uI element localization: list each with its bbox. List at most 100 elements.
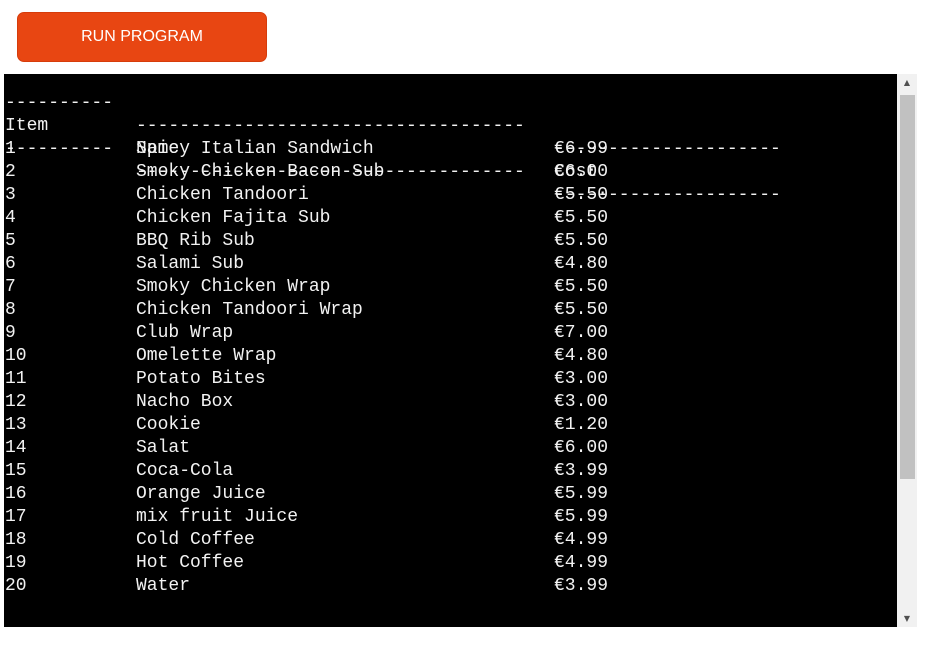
terminal-output: ---------- -----------------------------… bbox=[4, 74, 897, 627]
row-name: Chicken Tandoori bbox=[136, 185, 309, 205]
row-name: Cookie bbox=[136, 415, 201, 435]
scroll-down-arrow-icon[interactable]: ▼ bbox=[903, 614, 911, 623]
row-name: Hot Coffee bbox=[136, 553, 245, 573]
row-cost: €5.99 bbox=[554, 507, 609, 527]
row-item: 9 bbox=[5, 323, 16, 343]
row-name: Spicy Italian Sandwich bbox=[136, 139, 374, 159]
table-row: 4 Chicken Fajita Sub €5.50 bbox=[4, 207, 897, 230]
table-row: 7 Smoky Chicken Wrap €5.50 bbox=[4, 276, 897, 299]
separator-row: ---------- -----------------------------… bbox=[4, 74, 897, 159]
row-cost: €6.00 bbox=[554, 438, 609, 458]
row-cost: €4.99 bbox=[554, 530, 609, 550]
table-row: 2 Smoky Chicken Bacon Sub €6.00 bbox=[4, 161, 897, 184]
row-name: Omelette Wrap bbox=[136, 346, 277, 366]
row-item: 13 bbox=[5, 415, 27, 435]
row-name: Chicken Tandoori Wrap bbox=[136, 300, 363, 320]
row-item: 5 bbox=[5, 231, 16, 251]
row-item: 10 bbox=[5, 346, 27, 366]
row-name: Salat bbox=[136, 438, 191, 458]
header-cost: Cost bbox=[554, 162, 598, 182]
row-name: Smoky Chicken Bacon Sub bbox=[136, 162, 385, 182]
table-row: 16 Orange Juice €5.99 bbox=[4, 483, 897, 506]
row-cost: €3.99 bbox=[554, 461, 609, 481]
row-cost: €7.00 bbox=[554, 323, 609, 343]
row-item: 18 bbox=[5, 530, 27, 550]
table-row: 6 Salami Sub €4.80 bbox=[4, 253, 897, 276]
row-item: 4 bbox=[5, 208, 16, 228]
row-cost: €5.50 bbox=[554, 300, 609, 320]
table-row: 5 BBQ Rib Sub €5.50 bbox=[4, 230, 897, 253]
row-cost: €3.00 bbox=[554, 369, 609, 389]
row-name: Club Wrap bbox=[136, 323, 234, 343]
header-row: Item Name Cost bbox=[4, 92, 897, 182]
row-name: Cold Coffee bbox=[136, 530, 255, 550]
table-row: 11 Potato Bites €3.00 bbox=[4, 368, 897, 391]
row-item: 8 bbox=[5, 300, 16, 320]
header-item: Item bbox=[5, 116, 49, 136]
table-row: 12 Nacho Box €3.00 bbox=[4, 391, 897, 414]
row-cost: €5.50 bbox=[554, 208, 609, 228]
separator-row: ---------- -----------------------------… bbox=[4, 115, 897, 205]
scrollbar[interactable]: ▲ ▼ bbox=[897, 74, 917, 627]
row-cost: €6.00 bbox=[554, 162, 609, 182]
table-row: 14 Salat €6.00 bbox=[4, 437, 897, 460]
row-name: Water bbox=[136, 576, 191, 596]
table-row: 3 Chicken Tandoori €5.50 bbox=[4, 184, 897, 207]
header-name: Name bbox=[136, 139, 180, 159]
row-cost: €5.50 bbox=[554, 277, 609, 297]
separator-row: ---------- -----------------------------… bbox=[4, 598, 897, 627]
table-row: 15 Coca-Cola €3.99 bbox=[4, 460, 897, 483]
run-program-button[interactable]: RUN PROGRAM bbox=[17, 12, 267, 62]
row-item: 1 bbox=[5, 139, 16, 159]
row-item: 3 bbox=[5, 185, 16, 205]
table-row: 8 Chicken Tandoori Wrap €5.50 bbox=[4, 299, 897, 322]
table-row: 13 Cookie €1.20 bbox=[4, 414, 897, 437]
row-name: Coca-Cola bbox=[136, 461, 234, 481]
row-item: 11 bbox=[5, 369, 27, 389]
row-cost: €1.20 bbox=[554, 415, 609, 435]
separator-item: ---------- bbox=[5, 93, 114, 113]
row-item: 12 bbox=[5, 392, 27, 412]
table-row: 1 Spicy Italian Sandwich €6.99 bbox=[4, 138, 897, 161]
row-name: Smoky Chicken Wrap bbox=[136, 277, 331, 297]
row-item: 20 bbox=[5, 576, 27, 596]
row-cost: €5.50 bbox=[554, 185, 609, 205]
menu-rows: 1 Spicy Italian Sandwich €6.99 2 Smoky Chick… bbox=[4, 138, 897, 598]
row-name: Chicken Fajita Sub bbox=[136, 208, 331, 228]
row-item: 15 bbox=[5, 461, 27, 481]
separator-name: ------------------------------------ bbox=[136, 162, 525, 182]
row-cost: €4.80 bbox=[554, 254, 609, 274]
row-cost: €5.99 bbox=[554, 484, 609, 504]
row-cost: €3.99 bbox=[554, 576, 609, 596]
row-name: BBQ Rib Sub bbox=[136, 231, 255, 251]
row-item: 17 bbox=[5, 507, 27, 527]
row-cost: €4.99 bbox=[554, 553, 609, 573]
row-name: Nacho Box bbox=[136, 392, 234, 412]
separator-cost: --------------------- bbox=[554, 185, 781, 205]
row-name: Salami Sub bbox=[136, 254, 245, 274]
separator-name: ------------------------------------ bbox=[136, 116, 525, 136]
row-name: Potato Bites bbox=[136, 369, 266, 389]
table-row: 10 Omelette Wrap €4.80 bbox=[4, 345, 897, 368]
row-item: 16 bbox=[5, 484, 27, 504]
row-cost: €5.50 bbox=[554, 231, 609, 251]
row-cost: €3.00 bbox=[554, 392, 609, 412]
table-row: 18 Cold Coffee €4.99 bbox=[4, 529, 897, 552]
table-row: 19 Hot Coffee €4.99 bbox=[4, 552, 897, 575]
row-name: mix fruit Juice bbox=[136, 507, 299, 527]
row-item: 6 bbox=[5, 254, 16, 274]
row-item: 2 bbox=[5, 162, 16, 182]
row-name: Orange Juice bbox=[136, 484, 266, 504]
row-item: 14 bbox=[5, 438, 27, 458]
scroll-up-arrow-icon[interactable]: ▲ bbox=[903, 78, 911, 87]
table-row: 9 Club Wrap €7.00 bbox=[4, 322, 897, 345]
scroll-thumb[interactable] bbox=[900, 95, 915, 479]
table-row: 17 mix fruit Juice €5.99 bbox=[4, 506, 897, 529]
row-item: 19 bbox=[5, 553, 27, 573]
table-row: 20 Water €3.99 bbox=[4, 575, 897, 598]
terminal[interactable]: ---------- -----------------------------… bbox=[4, 74, 917, 627]
separator-cost: --------------------- bbox=[554, 139, 781, 159]
row-item: 7 bbox=[5, 277, 16, 297]
row-cost: €4.80 bbox=[554, 346, 609, 366]
separator-item: ---------- bbox=[5, 139, 114, 159]
